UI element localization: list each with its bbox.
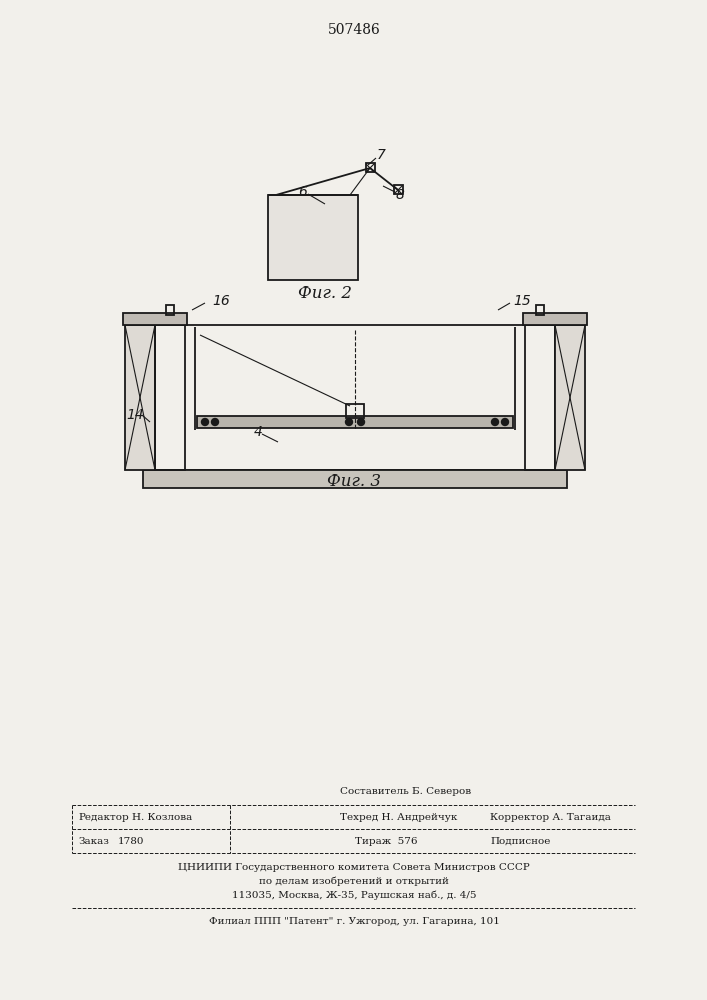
Circle shape xyxy=(346,418,353,426)
Text: 507486: 507486 xyxy=(327,23,380,37)
Bar xyxy=(125,325,155,470)
Bar xyxy=(536,305,544,315)
Bar xyxy=(155,325,185,470)
Text: Корректор А. Тагаида: Корректор А. Тагаида xyxy=(490,812,611,822)
Text: 1780: 1780 xyxy=(118,836,144,846)
Circle shape xyxy=(201,418,209,426)
Circle shape xyxy=(491,418,498,426)
Text: 7: 7 xyxy=(377,148,385,162)
Text: 8: 8 xyxy=(395,188,404,202)
Bar xyxy=(166,305,174,315)
Bar xyxy=(523,313,587,325)
Bar xyxy=(268,195,358,280)
Text: 113035, Москва, Ж-35, Раушская наб., д. 4/5: 113035, Москва, Ж-35, Раушская наб., д. … xyxy=(232,890,477,900)
Text: 15: 15 xyxy=(513,294,531,308)
Text: Н. Козлова: Н. Козлова xyxy=(132,812,192,822)
Text: Редактор: Редактор xyxy=(78,812,129,822)
Bar xyxy=(143,470,567,488)
Circle shape xyxy=(358,418,365,426)
Text: по делам изобретений и открытий: по делам изобретений и открытий xyxy=(259,876,449,886)
Circle shape xyxy=(211,418,218,426)
Text: 6: 6 xyxy=(298,185,308,199)
Bar xyxy=(197,416,513,428)
Bar xyxy=(123,313,187,325)
Bar xyxy=(155,325,555,470)
Text: ЦНИИПИ Государственного комитета Совета Министров СССР: ЦНИИПИ Государственного комитета Совета … xyxy=(178,862,530,871)
Text: 14: 14 xyxy=(126,408,144,422)
Bar xyxy=(525,325,555,470)
Bar xyxy=(366,163,375,172)
Text: Филиал ППП "Патент" г. Ужгород, ул. Гагарина, 101: Филиал ППП "Патент" г. Ужгород, ул. Гага… xyxy=(209,916,499,926)
Text: Фиг. 3: Фиг. 3 xyxy=(327,474,381,490)
Text: Фиг. 2: Фиг. 2 xyxy=(298,284,352,302)
Circle shape xyxy=(501,418,508,426)
Text: Подписное: Подписное xyxy=(490,836,550,846)
Bar xyxy=(555,325,585,470)
Text: 16: 16 xyxy=(212,294,230,308)
Text: Техред Н. Андрейчук: Техред Н. Андрейчук xyxy=(340,812,457,822)
Text: 4: 4 xyxy=(254,425,262,439)
Text: Тираж  576: Тираж 576 xyxy=(355,836,418,846)
Text: Заказ: Заказ xyxy=(78,836,109,846)
Bar xyxy=(394,185,403,194)
Bar xyxy=(346,404,364,418)
Text: Составитель Б. Северов: Составитель Б. Северов xyxy=(340,786,471,796)
